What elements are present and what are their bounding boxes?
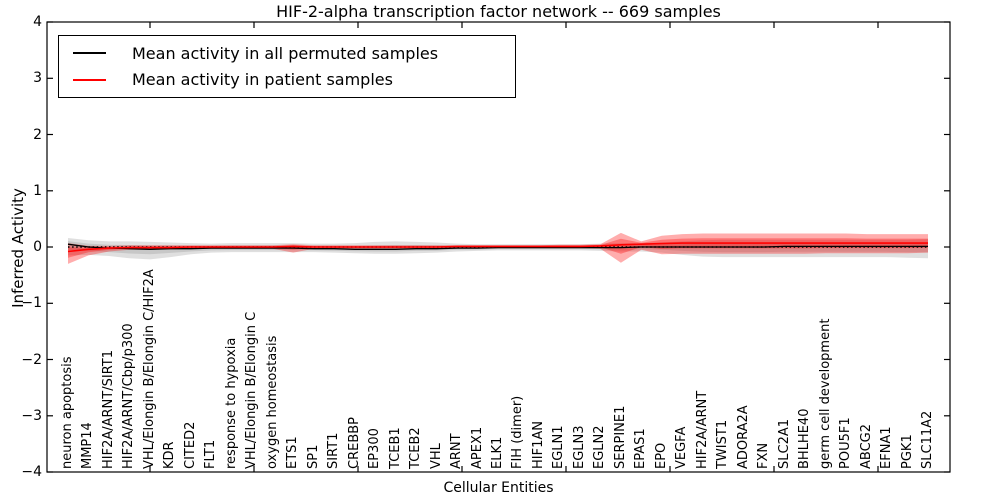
y-tick-label: −4 <box>21 464 42 480</box>
x-tick-label: ELK1 <box>490 436 505 469</box>
x-tick-label: germ cell development <box>817 318 833 469</box>
y-tick-label: 2 <box>33 126 42 143</box>
y-tick-label: −3 <box>21 407 42 424</box>
x-tick-label: HIF2A/ARNT <box>694 390 710 469</box>
x-tick-label: CREBBP <box>346 417 362 469</box>
x-tick-label: SLC2A1 <box>776 418 792 469</box>
y-tick-label: −1 <box>21 295 42 312</box>
x-tick-label: SLC11A2 <box>920 410 935 469</box>
x-axis-label: Cellular Entities <box>443 480 554 496</box>
y-tick-label: 3 <box>33 70 42 87</box>
x-tick-label: KDR <box>162 441 178 469</box>
band-patient-spread-outer <box>68 232 928 264</box>
x-tick-label: MMP14 <box>80 422 96 469</box>
x-tick-label: TWIST1 <box>715 419 731 469</box>
legend-label: Mean activity in all permuted samples <box>132 43 439 63</box>
x-tick-label: VHL/Elongin B/Elongin C/HIF2A <box>141 269 157 469</box>
patient-line-sample <box>73 78 106 81</box>
y-tick-label: 1 <box>33 182 42 199</box>
y-tick-label: 0 <box>33 239 42 255</box>
x-tick-label: ETS1 <box>285 436 301 469</box>
x-tick-label: EGLN3 <box>571 425 587 469</box>
x-tick-label: FXN <box>756 442 772 469</box>
x-tick-label: HIF1AN <box>530 421 546 469</box>
x-tick-label: FLT1 <box>203 439 219 469</box>
x-tick-label: VEGFA <box>674 426 690 469</box>
x-tick-label: EPO <box>653 442 669 469</box>
x-tick-label: EP300 <box>367 428 383 469</box>
x-tick-label: PGK1 <box>899 434 915 469</box>
x-tick-label: BHLHE40 <box>797 408 813 469</box>
x-tick-label: TCEB1 <box>387 427 403 469</box>
legend: Mean activity in all permuted samples Mea… <box>58 35 516 98</box>
x-tick-label: ABCG2 <box>858 423 874 469</box>
legend-entry: Mean activity in all permuted samples <box>59 44 515 63</box>
permuted-line-sample <box>73 52 106 55</box>
series-line-patient <box>67 242 928 253</box>
y-tick-label: 4 <box>33 14 42 30</box>
x-tick-label: VHL <box>428 443 444 469</box>
tick-marks <box>47 21 950 473</box>
x-tick-label: response to hypoxia <box>223 337 239 469</box>
x-tick-label: FIH (dimer) <box>510 395 526 469</box>
series-line-permuted <box>67 243 928 250</box>
x-tick-label: APEX1 <box>469 426 485 469</box>
x-tick-label: SP1 <box>305 444 321 469</box>
x-tick-label: CITED2 <box>182 421 198 469</box>
y-tick-label: −2 <box>21 351 42 368</box>
x-tick-label: EGLN1 <box>551 425 567 469</box>
x-tick-label: HIF2A/ARNT/SIRT1 <box>100 350 116 469</box>
chart-title: HIF-2-alpha transcription factor network… <box>276 2 721 21</box>
x-tick-label: oxygen homeostasis <box>264 335 280 469</box>
x-tick-label: POU5F1 <box>838 417 854 469</box>
x-tick-label: VHL/Elongin B/Elongin C <box>244 311 260 469</box>
x-tick-label: SIRT1 <box>326 432 342 469</box>
legend-label: Mean activity in patient samples <box>132 70 393 90</box>
x-tick-label: HIF2A/ARNT/Cbp/p300 <box>121 323 137 469</box>
x-tick-label: EGLN2 <box>592 425 608 469</box>
x-tick-label: SERPINE1 <box>612 405 628 469</box>
legend-entry: Mean activity in patient samples <box>59 70 515 89</box>
x-tick-label: ADORA2A <box>735 405 751 469</box>
x-tick-label: neuron apoptosis <box>60 356 75 470</box>
x-tick-label: TCEB2 <box>408 427 424 469</box>
x-tick-label: EFNA1 <box>879 426 895 469</box>
x-tick-label: EPAS1 <box>633 428 649 469</box>
x-tick-label: ARNT <box>449 433 465 469</box>
